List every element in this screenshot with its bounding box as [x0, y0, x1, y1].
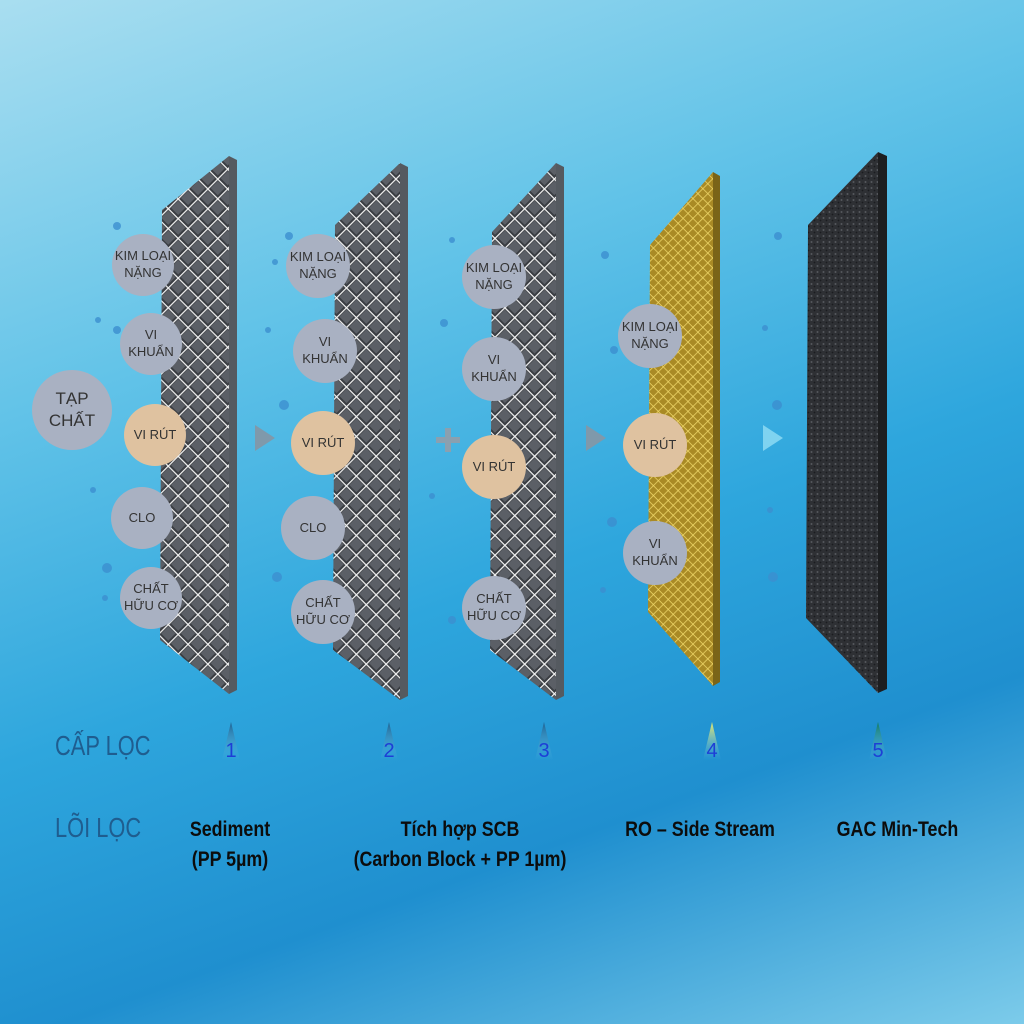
bacteria-circle: VI KHUẨN	[120, 313, 182, 375]
stage-number-3: 3	[538, 740, 550, 762]
core-scb: Tích hợp SCB (Carbon Block + PP 1µm)	[353, 818, 567, 872]
bacteria-circle: VI KHUẨN	[462, 337, 526, 401]
stage-number-5: 5	[872, 740, 884, 762]
core-sediment: Sediment (PP 5µm)	[189, 818, 271, 872]
organic-matter-circle: CHẤT HỮU CƠ	[462, 576, 526, 640]
stage-number-4: 4	[706, 740, 718, 762]
stage-drops	[222, 722, 887, 760]
bacteria-circle: VI KHUẨN	[293, 319, 357, 383]
impurities-circle: TẠP CHẤT	[32, 370, 112, 450]
water-droplets	[90, 222, 782, 624]
filter-panel-1	[160, 156, 237, 694]
stage-number-1: 1	[225, 740, 237, 762]
arrow-icon	[255, 425, 275, 451]
filter-panel-2	[333, 163, 408, 700]
virus-circle: VI RÚT	[623, 413, 687, 477]
stage-row-label: CẤP LỌC	[55, 730, 151, 761]
chlorine-circle: CLO	[111, 487, 173, 549]
core-ro: RO – Side Stream	[625, 818, 775, 841]
virus-circle: VI RÚT	[124, 404, 186, 466]
chlorine-circle: CLO	[281, 496, 345, 560]
heavy-metal-circle: KIM LOẠI NẶNG	[618, 304, 682, 368]
virus-circle: VI RÚT	[462, 435, 526, 499]
heavy-metal-circle: KIM LOẠI NẶNG	[112, 234, 174, 296]
heavy-metal-circle: KIM LOẠI NẶNG	[286, 234, 350, 298]
plus-icon	[436, 428, 460, 452]
core-gac: GAC Min-Tech	[836, 818, 959, 841]
arrow-icon	[763, 425, 783, 451]
filter-panel-5	[806, 152, 887, 693]
bacteria-circle: VI KHUẨN	[623, 521, 687, 585]
arrow-icon	[586, 425, 606, 451]
organic-matter-circle: CHẤT HỮU CƠ	[291, 580, 355, 644]
stage-number-2: 2	[383, 740, 395, 762]
core-row-label: LÕI LỌC	[55, 812, 142, 843]
heavy-metal-circle: KIM LOẠI NẶNG	[462, 245, 526, 309]
organic-matter-circle: CHẤT HỮU CƠ	[120, 567, 182, 629]
virus-circle: VI RÚT	[291, 411, 355, 475]
